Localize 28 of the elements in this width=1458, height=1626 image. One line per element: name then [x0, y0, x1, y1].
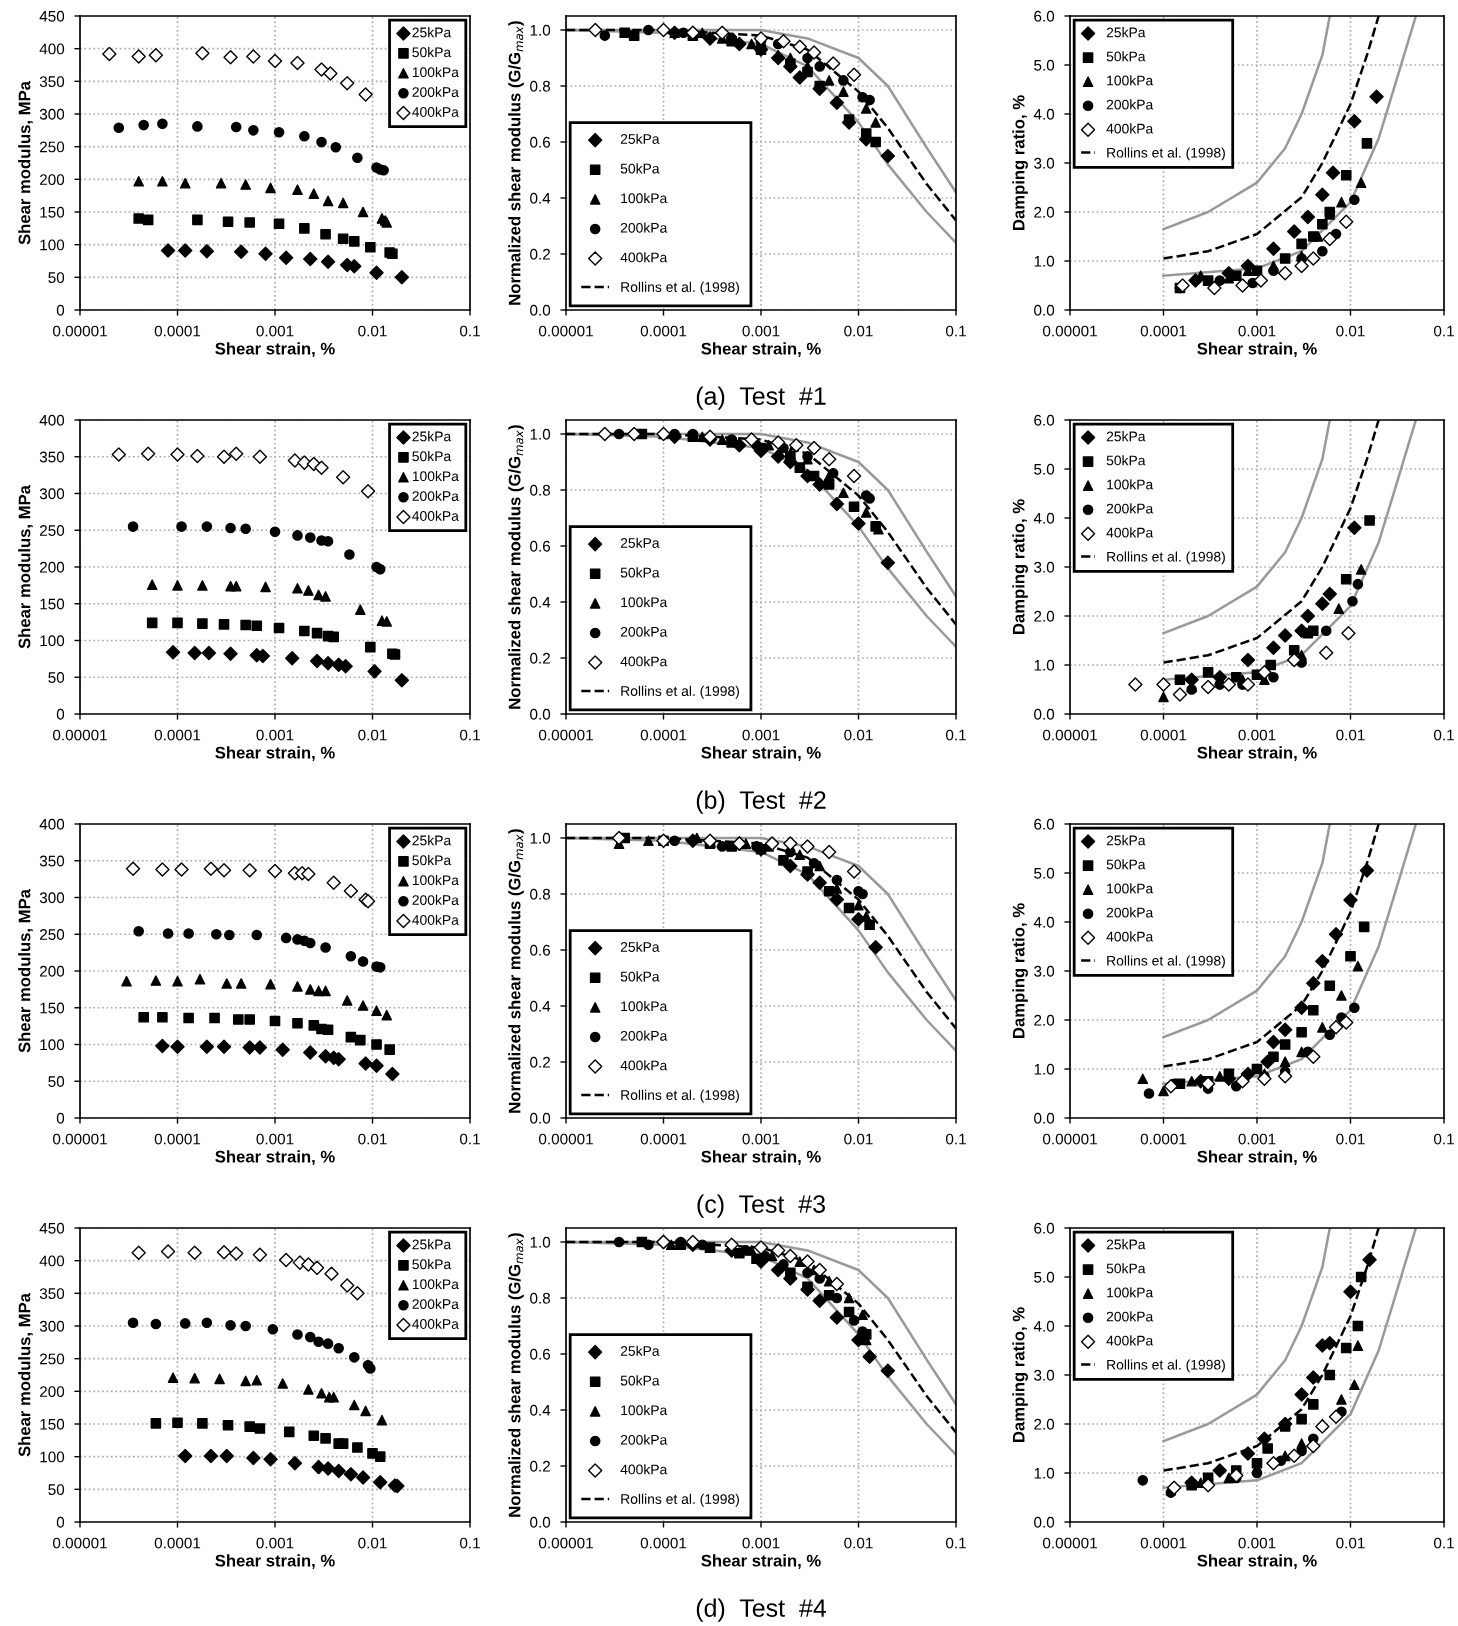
x-axis-title: Shear strain, %: [1197, 746, 1317, 761]
text: (d) Test #4: [696, 1598, 827, 1622]
y-axis-title: Damping ratio, %: [1012, 95, 1028, 230]
y-axis-title: Normalized shear modulus (G/G$_{max}$): [508, 1233, 524, 1517]
y-axis-title: Shear modulus, MPa: [18, 80, 33, 245]
x-axis-title: Shear strain, %: [701, 746, 821, 761]
x-axis-title: Shear strain, %: [1197, 1554, 1317, 1569]
y-axis-title: Damping ratio, %: [1012, 1307, 1028, 1442]
x-axis-title: Shear strain, %: [701, 1554, 821, 1569]
y-axis-title: Normalized shear modulus (G/G$_{max}$): [508, 21, 524, 305]
text: (c) Test #3: [697, 1194, 825, 1218]
x-axis-title: Shear strain, %: [1197, 342, 1317, 357]
y-axis-title: Shear modulus, MPa: [18, 484, 33, 649]
x-axis-title: Shear strain, %: [701, 1150, 821, 1165]
y-axis-title: Damping ratio, %: [1012, 499, 1028, 634]
text: (b) Test #2: [696, 790, 826, 814]
y-axis-title: Damping ratio, %: [1012, 903, 1028, 1038]
y-axis-title: Shear modulus, MPa: [18, 1292, 33, 1457]
x-axis-title: Shear strain, %: [701, 342, 821, 357]
x-axis-title: Shear strain, %: [215, 1554, 335, 1569]
text: (a) Test #1: [696, 386, 826, 410]
x-axis-title: Shear strain, %: [215, 342, 335, 357]
y-axis-title: Normalized shear modulus (G/G$_{max}$): [508, 829, 524, 1113]
y-axis-title: Normalized shear modulus (G/G$_{max}$): [508, 425, 524, 709]
x-axis-title: Shear strain, %: [1197, 1150, 1317, 1165]
x-axis-title: Shear strain, %: [215, 746, 335, 761]
x-axis-title: Shear strain, %: [215, 1150, 335, 1165]
y-axis-title: Shear modulus, MPa: [18, 888, 33, 1053]
